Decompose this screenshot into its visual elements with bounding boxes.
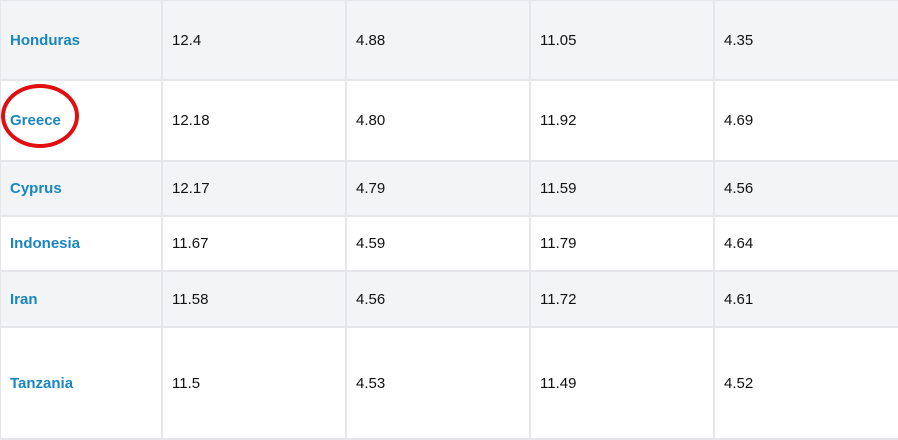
value-cell: 12.17 (161, 160, 347, 217)
table-row: Greece 12.18 4.80 11.92 4.69 (0, 79, 898, 162)
table-row: Honduras 12.4 4.88 11.05 4.35 (0, 0, 898, 81)
country-link[interactable]: Cyprus (0, 160, 163, 217)
value-cell: 12.18 (161, 79, 347, 162)
value-cell: 4.80 (345, 79, 531, 162)
value-cell: 4.56 (345, 270, 531, 328)
value-cell: 11.59 (529, 160, 715, 217)
value-cell: 4.64 (713, 215, 898, 272)
value-cell: 11.49 (529, 326, 715, 440)
value-cell: 11.58 (161, 270, 347, 328)
table-row: Iran 11.58 4.56 11.72 4.61 (0, 270, 898, 328)
country-link[interactable]: Greece (0, 79, 163, 162)
value-cell: 11.92 (529, 79, 715, 162)
value-cell: 4.35 (713, 0, 898, 81)
value-cell: 11.72 (529, 270, 715, 328)
table-row: Tanzania 11.5 4.53 11.49 4.52 (0, 326, 898, 440)
value-cell: 12.4 (161, 0, 347, 81)
value-cell: 4.88 (345, 0, 531, 81)
table-row: Cyprus 12.17 4.79 11.59 4.56 (0, 160, 898, 217)
country-link[interactable]: Tanzania (0, 326, 163, 440)
value-cell: 4.53 (345, 326, 531, 440)
country-link[interactable]: Honduras (0, 0, 163, 81)
value-cell: 4.52 (713, 326, 898, 440)
value-cell: 11.05 (529, 0, 715, 81)
value-cell: 4.61 (713, 270, 898, 328)
table-row: Indonesia 11.67 4.59 11.79 4.64 (0, 215, 898, 272)
value-cell: 4.59 (345, 215, 531, 272)
country-link[interactable]: Indonesia (0, 215, 163, 272)
value-cell: 11.79 (529, 215, 715, 272)
value-cell: 11.5 (161, 326, 347, 440)
country-link[interactable]: Iran (0, 270, 163, 328)
value-cell: 4.79 (345, 160, 531, 217)
value-cell: 4.69 (713, 79, 898, 162)
value-cell: 11.67 (161, 215, 347, 272)
value-cell: 4.56 (713, 160, 898, 217)
